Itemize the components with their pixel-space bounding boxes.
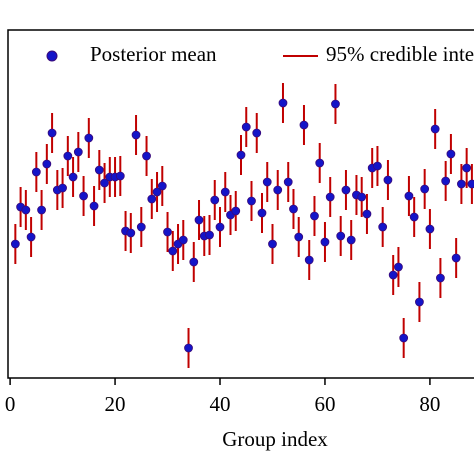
- x-tick-label: 60: [314, 392, 335, 416]
- point: [315, 158, 325, 168]
- point: [247, 196, 256, 206]
- point: [231, 206, 241, 216]
- point: [446, 149, 456, 159]
- point: [278, 98, 288, 108]
- legend-marker: [46, 50, 58, 62]
- point: [215, 222, 225, 232]
- point: [289, 204, 298, 214]
- point: [26, 232, 36, 242]
- point: [142, 151, 151, 161]
- point: [394, 262, 403, 272]
- point: [152, 187, 162, 197]
- point: [168, 246, 178, 256]
- point: [94, 165, 104, 175]
- point: [31, 167, 41, 177]
- legend-label: 95% credible interval: [326, 42, 474, 66]
- point: [241, 122, 251, 132]
- point: [294, 232, 304, 242]
- x-tick-label: 0: [5, 392, 16, 416]
- point: [378, 222, 388, 232]
- point: [79, 191, 88, 201]
- point: [383, 175, 393, 185]
- point: [436, 273, 445, 283]
- point: [252, 128, 262, 138]
- point: [189, 257, 199, 267]
- point: [37, 205, 46, 215]
- point: [457, 179, 466, 189]
- point: [331, 99, 340, 109]
- point: [268, 239, 277, 249]
- point: [73, 147, 83, 157]
- plot-frame: [7, 29, 474, 379]
- point: [357, 192, 367, 202]
- point: [304, 255, 314, 265]
- x-tick-label: 80: [419, 392, 440, 416]
- point: [273, 185, 283, 195]
- point: [184, 343, 193, 353]
- point: [100, 178, 109, 188]
- point: [441, 176, 451, 186]
- point: [362, 209, 372, 219]
- point: [425, 224, 435, 234]
- point: [220, 187, 230, 197]
- point: [178, 235, 188, 245]
- point: [373, 161, 382, 171]
- point: [283, 177, 293, 187]
- point: [115, 171, 125, 181]
- point: [430, 124, 440, 134]
- point: [68, 172, 78, 182]
- point: [236, 150, 246, 160]
- point: [346, 235, 356, 245]
- point: [325, 192, 335, 202]
- point: [126, 228, 136, 238]
- point: [299, 120, 309, 130]
- point: [136, 222, 146, 232]
- point: [409, 212, 419, 222]
- point: [451, 253, 461, 263]
- point: [157, 181, 167, 191]
- point: [163, 227, 172, 237]
- point: [89, 201, 99, 211]
- point: [420, 184, 430, 194]
- point: [21, 205, 31, 215]
- point: [10, 239, 20, 249]
- point: [262, 177, 272, 187]
- point: [320, 237, 330, 247]
- x-tick-label: 40: [210, 392, 231, 416]
- point: [205, 230, 214, 240]
- x-axis-label: Group index: [222, 427, 328, 451]
- point: [388, 270, 398, 280]
- point: [462, 163, 472, 173]
- point: [42, 159, 52, 169]
- point: [336, 231, 346, 241]
- point: [257, 208, 267, 218]
- point: [415, 297, 424, 307]
- point: [47, 128, 57, 138]
- point: [404, 191, 414, 201]
- point: [399, 333, 409, 343]
- point: [63, 151, 73, 161]
- point: [341, 185, 351, 195]
- point: [147, 194, 157, 204]
- point: [131, 130, 141, 140]
- x-tick-label: 20: [105, 392, 126, 416]
- point: [58, 183, 67, 193]
- point: [310, 211, 319, 221]
- point: [467, 179, 474, 189]
- point: [194, 215, 204, 225]
- point: [210, 195, 220, 205]
- legend-label: Posterior mean: [90, 42, 217, 66]
- point: [84, 133, 94, 143]
